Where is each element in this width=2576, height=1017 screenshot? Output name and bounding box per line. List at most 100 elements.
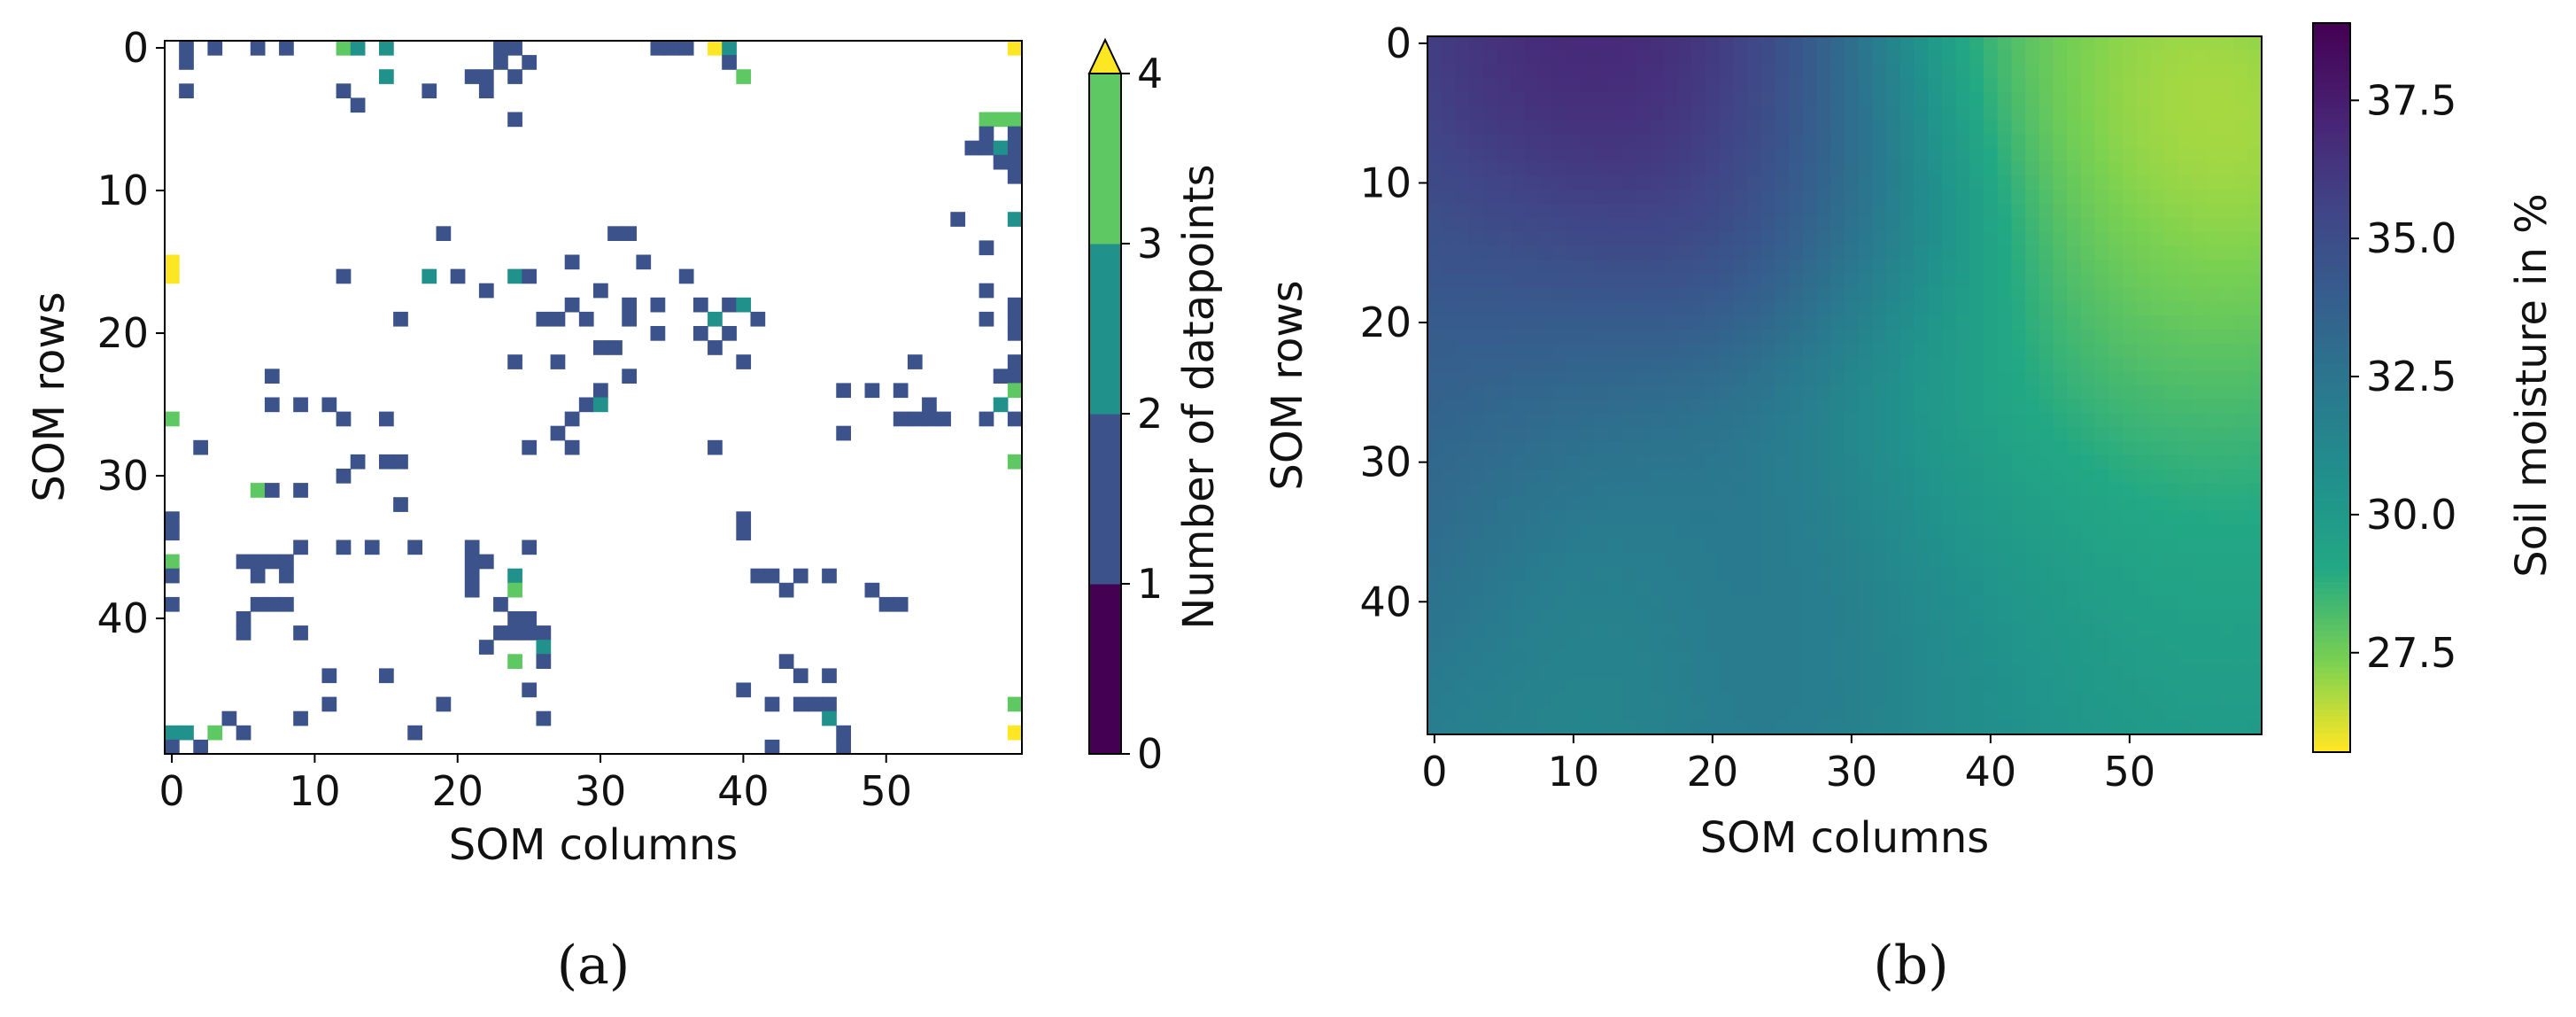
panel-b-cell bbox=[1984, 231, 1999, 247]
panel-b-cell bbox=[1524, 175, 1540, 191]
panel-b-cell bbox=[1427, 692, 1443, 708]
panel-b-cell bbox=[1733, 190, 1748, 205]
panel-b-cell bbox=[2247, 287, 2263, 303]
panel-b-cell bbox=[1899, 105, 1915, 121]
panel-a-cell bbox=[593, 383, 608, 399]
panel-b-cell bbox=[1802, 594, 1818, 609]
panel-b-colorbar-frame bbox=[2312, 22, 2351, 753]
panel-b-cell bbox=[1872, 287, 1887, 303]
panel-b-cell bbox=[1677, 287, 1692, 303]
panel-a-cell bbox=[493, 625, 508, 640]
panel-b-cell bbox=[1552, 105, 1567, 121]
panel-b-cell bbox=[2136, 78, 2152, 93]
panel-b-colorbar-band bbox=[2313, 576, 2350, 583]
panel-b-cell bbox=[1802, 609, 1818, 624]
panel-b-cell bbox=[2025, 50, 2040, 66]
panel-b-cell bbox=[1608, 413, 1623, 428]
panel-b-cell bbox=[1914, 120, 1929, 136]
panel-b-cell bbox=[1469, 50, 1484, 66]
panel-b-cell bbox=[2164, 36, 2179, 51]
panel-a-cell bbox=[336, 411, 352, 427]
panel-b-cell bbox=[1955, 217, 1970, 233]
panel-b-cell bbox=[1747, 385, 1762, 400]
panel-b-cell bbox=[1997, 427, 2013, 442]
panel-b-cell bbox=[2233, 483, 2248, 498]
panel-a-cell bbox=[893, 596, 909, 612]
panel-b-cell bbox=[2025, 594, 2040, 609]
panel-b-cell bbox=[2094, 287, 2109, 303]
panel-b-cell bbox=[1733, 357, 1748, 372]
panel-b-cell bbox=[1984, 497, 1999, 512]
panel-a-cell bbox=[536, 640, 552, 655]
panel-b-cell bbox=[2108, 260, 2123, 275]
panel-b-cell bbox=[1566, 175, 1582, 191]
panel-b-cell bbox=[1538, 594, 1553, 609]
panel-b-cell bbox=[1941, 64, 1957, 79]
panel-b-cell bbox=[2247, 273, 2263, 289]
panel-b-cell bbox=[2219, 692, 2235, 708]
panel-b-cell bbox=[1997, 385, 2013, 400]
panel-b-cell bbox=[1760, 217, 1776, 233]
panel-b-cell bbox=[1928, 329, 1943, 345]
panel-b-cell bbox=[1677, 371, 1692, 386]
panel-b-cell bbox=[1469, 664, 1484, 679]
panel-b-cell bbox=[1677, 120, 1692, 136]
panel-b-cell bbox=[1469, 720, 1484, 735]
panel-b-cell bbox=[1899, 175, 1915, 191]
panel-a-cell bbox=[165, 525, 180, 541]
panel-b-cell bbox=[1455, 301, 1470, 316]
panel-b-cell bbox=[2164, 120, 2179, 136]
panel-b-cell bbox=[2067, 231, 2082, 247]
panel-b-cell bbox=[2108, 427, 2123, 442]
panel-b-cell bbox=[2123, 134, 2138, 149]
panel-b-cell bbox=[1872, 315, 1887, 330]
panel-b-cell bbox=[2206, 343, 2221, 359]
panel-b-cell bbox=[1469, 385, 1484, 400]
panel-b-cell bbox=[1580, 329, 1596, 345]
panel-b-cell bbox=[2011, 720, 2026, 735]
panel-b-cell bbox=[1538, 315, 1553, 330]
panel-a-cell bbox=[750, 568, 766, 584]
panel-b-cell bbox=[1636, 36, 1651, 51]
panel-b-cell bbox=[1969, 329, 1984, 345]
panel-b-cell bbox=[1580, 553, 1596, 568]
panel-b-cell bbox=[2247, 161, 2263, 177]
panel-b-cell bbox=[1886, 706, 1901, 721]
panel-b-cell bbox=[2247, 36, 2263, 51]
panel-b-cell bbox=[1650, 217, 1665, 233]
panel-b-cell bbox=[1802, 204, 1818, 219]
panel-b-cell bbox=[1830, 273, 1845, 289]
panel-a-cell bbox=[593, 283, 608, 299]
panel-b-cell bbox=[2136, 609, 2152, 624]
panel-b-colorbar-band bbox=[2313, 357, 2350, 364]
panel-b-cell bbox=[1455, 217, 1470, 233]
panel-b-cell bbox=[1941, 301, 1957, 316]
panel-b-cell bbox=[1997, 469, 2013, 485]
panel-b-cell bbox=[1955, 175, 1970, 191]
panel-b-cell bbox=[1441, 580, 1457, 596]
panel-b-cell bbox=[2094, 343, 2109, 359]
panel-b-cell bbox=[1872, 454, 1887, 470]
panel-b-cell bbox=[2038, 190, 2054, 205]
panel-b-colorbar-band bbox=[2313, 198, 2350, 206]
panel-b-cell bbox=[2178, 260, 2193, 275]
panel-b-cell bbox=[1497, 650, 1512, 665]
panel-b-cell bbox=[1775, 190, 1790, 205]
panel-b-cell bbox=[1469, 287, 1484, 303]
panel-b-cell bbox=[1733, 231, 1748, 247]
panel-b-cell bbox=[2108, 566, 2123, 582]
panel-b-cell bbox=[1441, 454, 1457, 470]
panel-b-cell bbox=[1955, 399, 1970, 415]
panel-b-cell bbox=[1566, 553, 1582, 568]
panel-b-cell bbox=[1858, 609, 1874, 624]
panel-b-cell bbox=[1872, 161, 1887, 177]
panel-b-cell bbox=[1941, 92, 1957, 107]
panel-b-cell bbox=[1566, 78, 1582, 93]
panel-b-cell bbox=[1928, 441, 1943, 456]
panel-b-cell bbox=[2025, 664, 2040, 679]
panel-b-cell bbox=[1775, 706, 1790, 721]
panel-b-cell bbox=[1886, 454, 1901, 470]
panel-b-cell bbox=[1538, 371, 1553, 386]
panel-b-cell bbox=[2108, 441, 2123, 456]
panel-b-cell bbox=[1733, 524, 1748, 540]
